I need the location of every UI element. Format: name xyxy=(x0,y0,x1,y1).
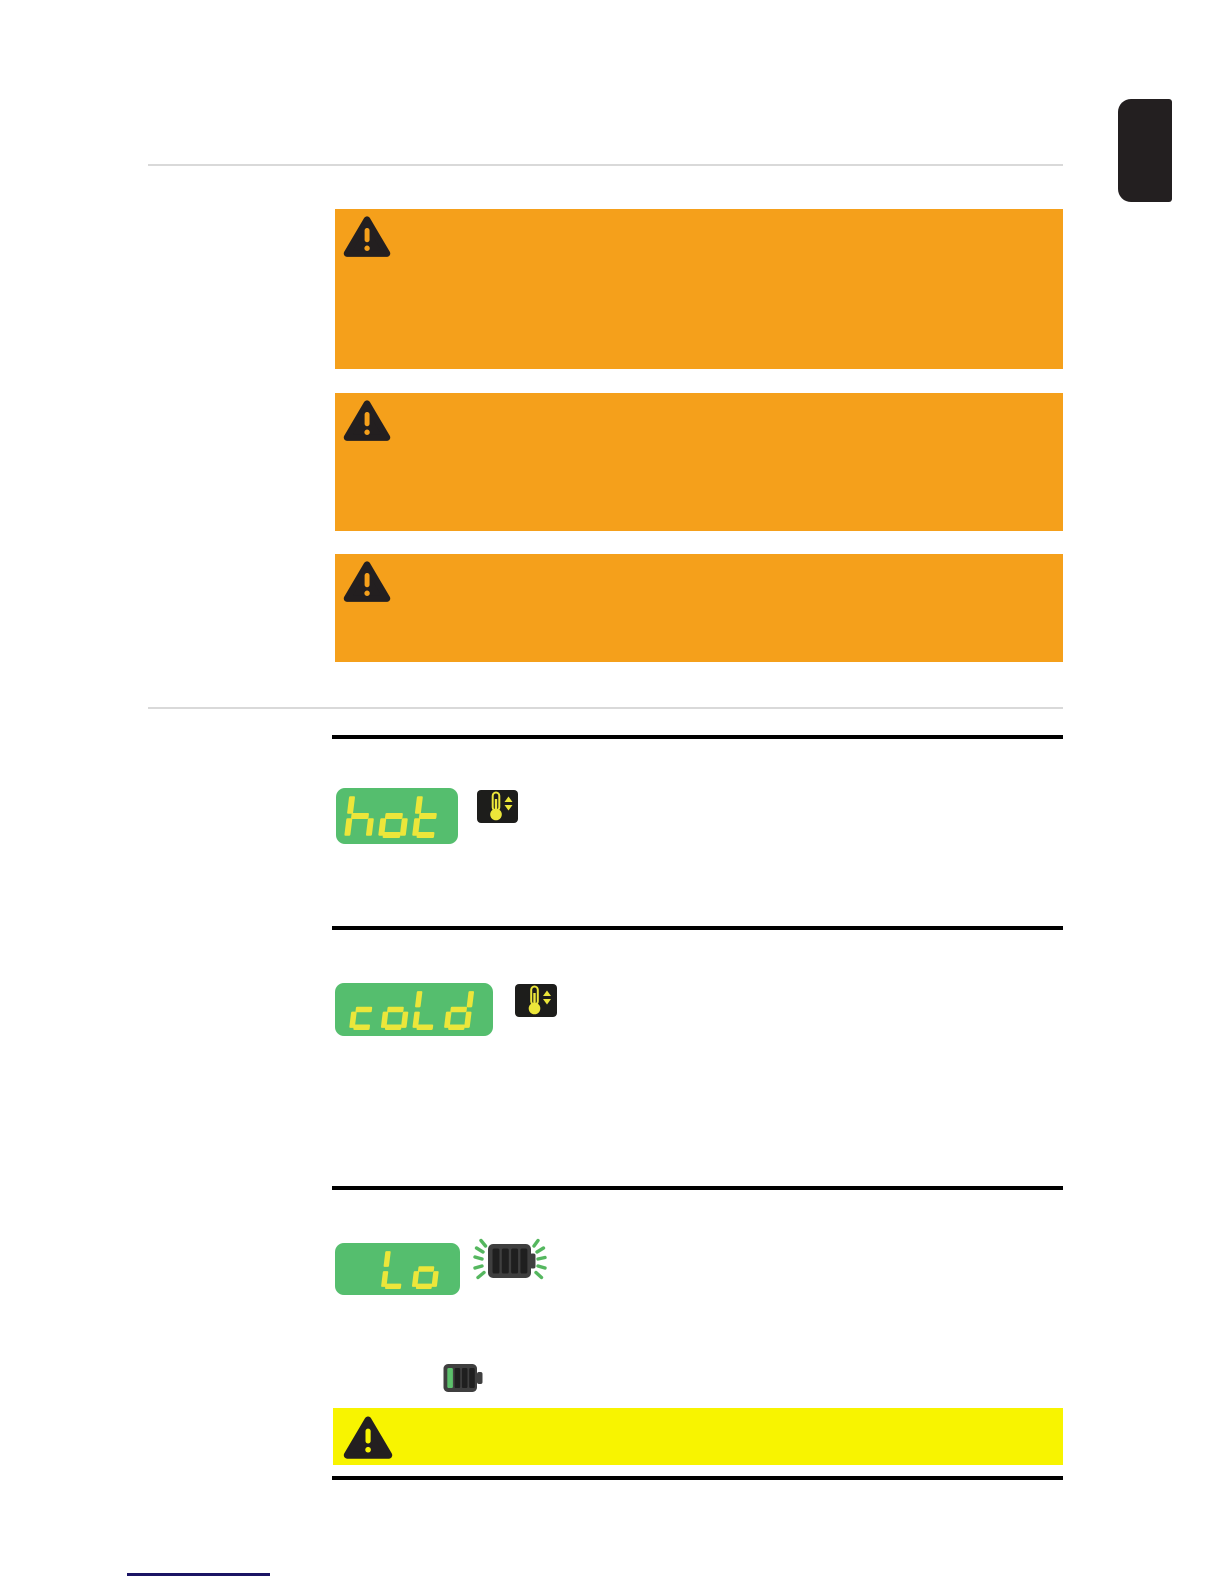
lcd-display-cold xyxy=(335,983,493,1036)
warning-triangle-icon xyxy=(343,1415,393,1461)
seven-segment-text-cold xyxy=(335,989,493,1030)
top-divider xyxy=(148,164,1063,166)
thermometer-icon xyxy=(515,984,557,1017)
warning-triangle-icon xyxy=(343,399,391,443)
section-divider xyxy=(148,707,1063,709)
battery-low-icon xyxy=(443,1362,483,1394)
warning-triangle-icon xyxy=(343,560,391,604)
warning-triangle-icon xyxy=(343,215,391,259)
warning-box-1 xyxy=(335,209,1063,369)
thermometer-icon xyxy=(477,790,518,823)
content-rule-1 xyxy=(332,735,1063,739)
battery-empty-blinking-icon xyxy=(472,1237,550,1285)
seven-segment-text-hot xyxy=(336,794,458,838)
caution-bar xyxy=(333,1408,1063,1465)
seven-segment-text-lo xyxy=(335,1249,460,1289)
content-rule-2 xyxy=(332,926,1063,930)
chapter-side-tab xyxy=(1118,99,1172,202)
footer-link-underline[interactable] xyxy=(127,1573,270,1576)
content-rule-4 xyxy=(332,1476,1063,1480)
content-rule-3 xyxy=(332,1186,1063,1190)
lcd-display-lo xyxy=(335,1243,460,1295)
warning-box-3 xyxy=(335,554,1063,662)
warning-box-2 xyxy=(335,393,1063,531)
lcd-display-hot xyxy=(336,788,458,844)
